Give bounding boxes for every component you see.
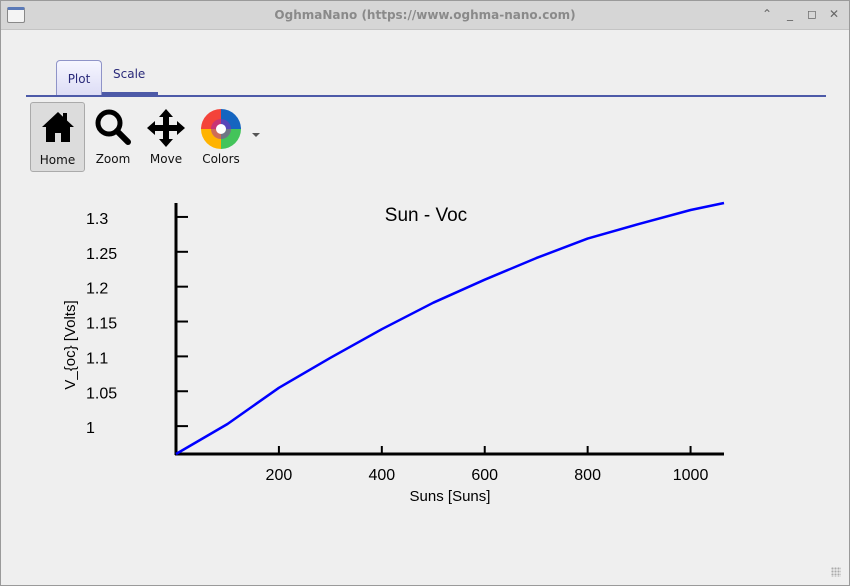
- minimize-button[interactable]: _: [787, 7, 793, 21]
- x-tick-label: 200: [266, 467, 293, 484]
- colors-button[interactable]: Colors: [197, 102, 245, 172]
- shade-button[interactable]: ⌃: [761, 7, 773, 21]
- y-tick-label: 1: [86, 420, 95, 437]
- x-tick-label: 600: [471, 467, 498, 484]
- zoom-label: Zoom: [95, 152, 131, 166]
- voc-chart: 200 400 600 800 1000 1 1.05 1.1 1.15 1.2 1.25 1.3 Su…: [62, 201, 725, 505]
- move-button[interactable]: Move: [143, 102, 189, 172]
- color-wheel-icon: [201, 109, 241, 149]
- y-axis-label: V_{oc} [Volts]: [62, 300, 79, 389]
- x-tick-label: 400: [368, 467, 395, 484]
- x-tick-label: 800: [574, 467, 601, 484]
- home-label: Home: [39, 153, 76, 167]
- resize-grip[interactable]: [831, 567, 841, 577]
- voc-series-line: [175, 201, 725, 456]
- y-tick-label: 1.25: [86, 246, 117, 263]
- y-tick-label: 1.3: [86, 211, 108, 228]
- zoom-button[interactable]: Zoom: [89, 102, 137, 172]
- y-tick-label: 1.1: [86, 350, 108, 367]
- y-tick-label: 1.15: [86, 316, 117, 333]
- tab-divider: [26, 95, 826, 97]
- colors-label: Colors: [202, 152, 240, 166]
- title-bar: OghmaNano (https://www.oghma-nano.com) ⌃…: [1, 1, 849, 30]
- close-button[interactable]: ✕: [828, 7, 840, 21]
- tab-plot[interactable]: Plot: [56, 60, 102, 96]
- tab-scale[interactable]: Scale: [113, 67, 146, 81]
- chart-title: Sun - Voc: [385, 205, 467, 226]
- move-label: Move: [149, 152, 183, 166]
- home-button[interactable]: Home: [30, 102, 85, 172]
- move-arrows-icon: [147, 109, 185, 147]
- y-tick-label: 1.05: [86, 385, 117, 402]
- tab-underline: [102, 92, 158, 95]
- app-icon: [7, 7, 25, 23]
- home-icon: [41, 112, 74, 142]
- window-title: OghmaNano (https://www.oghma-nano.com): [274, 8, 576, 22]
- x-tick-label: 1000: [673, 467, 709, 484]
- maximize-button[interactable]: ◻: [807, 7, 817, 21]
- x-axis-label: Suns [Suns]: [410, 488, 491, 505]
- y-tick-label: 1.2: [86, 281, 108, 298]
- magnifier-icon: [95, 109, 131, 145]
- colors-dropdown-arrow-icon[interactable]: [252, 133, 260, 137]
